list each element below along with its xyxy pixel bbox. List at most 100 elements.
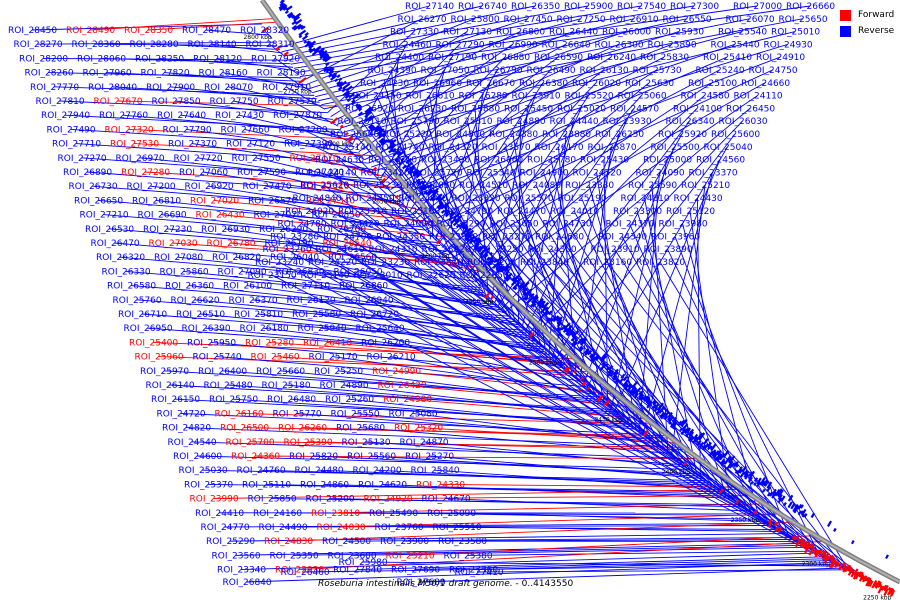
reverse-feature: [739, 471, 745, 478]
reverse-feature: [452, 219, 460, 227]
roi-label: ROI_27230: [143, 225, 192, 235]
reverse-feature: [750, 481, 754, 485]
roi-label: ROI_25560: [347, 452, 396, 462]
roi-label: ROI_28320: [240, 26, 289, 36]
reverse-feature: [627, 383, 633, 389]
roi-label: ROI_28310: [246, 40, 295, 50]
roi-label: ROI_26260: [278, 424, 327, 434]
reverse-feature: [563, 322, 571, 331]
roi-label: ROI_25590: [628, 181, 677, 191]
roi-label: ROI_25090: [427, 509, 476, 519]
roi-label: ROI_28350: [124, 26, 173, 36]
reverse-feature: [479, 248, 487, 256]
kbp-tick-label: 2700 kbp: [324, 141, 352, 148]
reverse-feature: [556, 326, 561, 331]
roi-label: ROI_27940: [41, 111, 90, 121]
roi-label: ROI_25620: [300, 181, 349, 191]
roi-label: ROI_26240: [587, 53, 636, 63]
forward-feature: [804, 541, 811, 551]
roi-connector: [59, 100, 328, 114]
reverse-feature: [669, 420, 677, 428]
roi-connector: [301, 427, 675, 439]
roi-connector: [490, 172, 630, 423]
reverse-feature: [638, 390, 643, 396]
roi-connector: [318, 171, 407, 209]
roi-label: ROI_25820: [289, 452, 338, 462]
roi-label: ROI_24520: [573, 168, 622, 178]
reverse-feature: [638, 394, 644, 401]
roi-label: ROI_25720: [414, 168, 463, 178]
reverse-feature: [423, 190, 428, 195]
reverse-feature: [720, 458, 726, 465]
reverse-feature: [418, 183, 426, 190]
reverse-feature: [792, 503, 799, 513]
roi-label: ROI_25650: [779, 15, 828, 25]
reverse-feature: [696, 432, 704, 441]
forward-feature: [889, 588, 895, 595]
roi-label: ROI_24470: [497, 207, 546, 217]
roi-label: ROI_28130: [257, 69, 306, 79]
reverse-feature: [279, 0, 285, 4]
reverse-feature: [486, 256, 491, 261]
reverse-feature: [728, 455, 736, 464]
roi-label: ROI_28070: [204, 83, 253, 93]
reverse-feature: [651, 399, 657, 405]
roi-label: ROI_27570: [268, 97, 317, 107]
roi-label: ROI_26570: [248, 196, 297, 206]
roi-label: ROI_27270: [58, 154, 107, 164]
roi-label: ROI_25480: [204, 381, 253, 391]
reverse-feature: [604, 363, 609, 368]
roi-connector: [369, 197, 679, 462]
roi-label: ROI_24460: [383, 40, 432, 50]
reverse-feature: [612, 368, 619, 376]
roi-label: ROI_27470: [243, 182, 292, 192]
roi-label: ROI_23200: [467, 258, 516, 268]
reverse-feature: [489, 251, 493, 256]
reverse-feature: [753, 477, 759, 483]
forward-feature: [877, 585, 884, 594]
reverse-feature: [279, 2, 285, 7]
forward-feature: [844, 564, 851, 573]
roi-connector: [211, 43, 283, 54]
reverse-feature: [495, 265, 501, 271]
reverse-feature: [620, 373, 626, 379]
forward-feature: [853, 568, 859, 576]
reverse-feature: [608, 365, 614, 371]
reverse-feature: [531, 295, 539, 304]
reverse-feature: [319, 52, 328, 60]
roi-label: ROI_26510: [176, 310, 225, 320]
reverse-feature: [431, 197, 436, 202]
reverse-feature: [623, 384, 630, 391]
reverse-feature: [338, 80, 347, 88]
roi-label: ROI_24430: [674, 194, 723, 204]
roi-connector: [274, 356, 600, 378]
reverse-feature: [557, 316, 563, 323]
roi-label: ROI_24140: [308, 168, 357, 178]
roi-label: ROI_26800: [496, 28, 545, 38]
reverse-feature: [477, 245, 483, 250]
reverse-feature: [763, 480, 770, 487]
roi-label: ROI_26270: [398, 15, 447, 25]
roi-label: ROI_26380: [519, 79, 568, 89]
roi-label: ROI_27000: [733, 2, 782, 12]
roi-label: ROI_25970: [140, 367, 189, 377]
backbone-arc-inner: [261, 0, 900, 583]
forward-feature: [604, 399, 610, 406]
roi-connector: [307, 143, 380, 177]
roi-label: ROI_23910: [591, 245, 640, 255]
roi-label: ROI_26410: [303, 338, 352, 348]
roi-label: ROI_24500: [322, 537, 371, 547]
roi-label: ROI_26170: [535, 143, 584, 153]
roi-label: ROI_27310: [301, 182, 350, 192]
reverse-feature: [474, 237, 481, 244]
roi-connector: [467, 550, 815, 556]
roi-label: ROI_25290: [206, 537, 255, 547]
reverse-feature: [652, 400, 658, 406]
forward-feature: [810, 543, 815, 550]
reverse-feature: [565, 328, 572, 336]
reverse-feature: [416, 180, 421, 185]
reverse-feature: [367, 123, 374, 129]
roi-label: ROI_24660: [741, 79, 790, 89]
roi-connector: [216, 57, 296, 72]
connector-lines: [31, 5, 869, 583]
